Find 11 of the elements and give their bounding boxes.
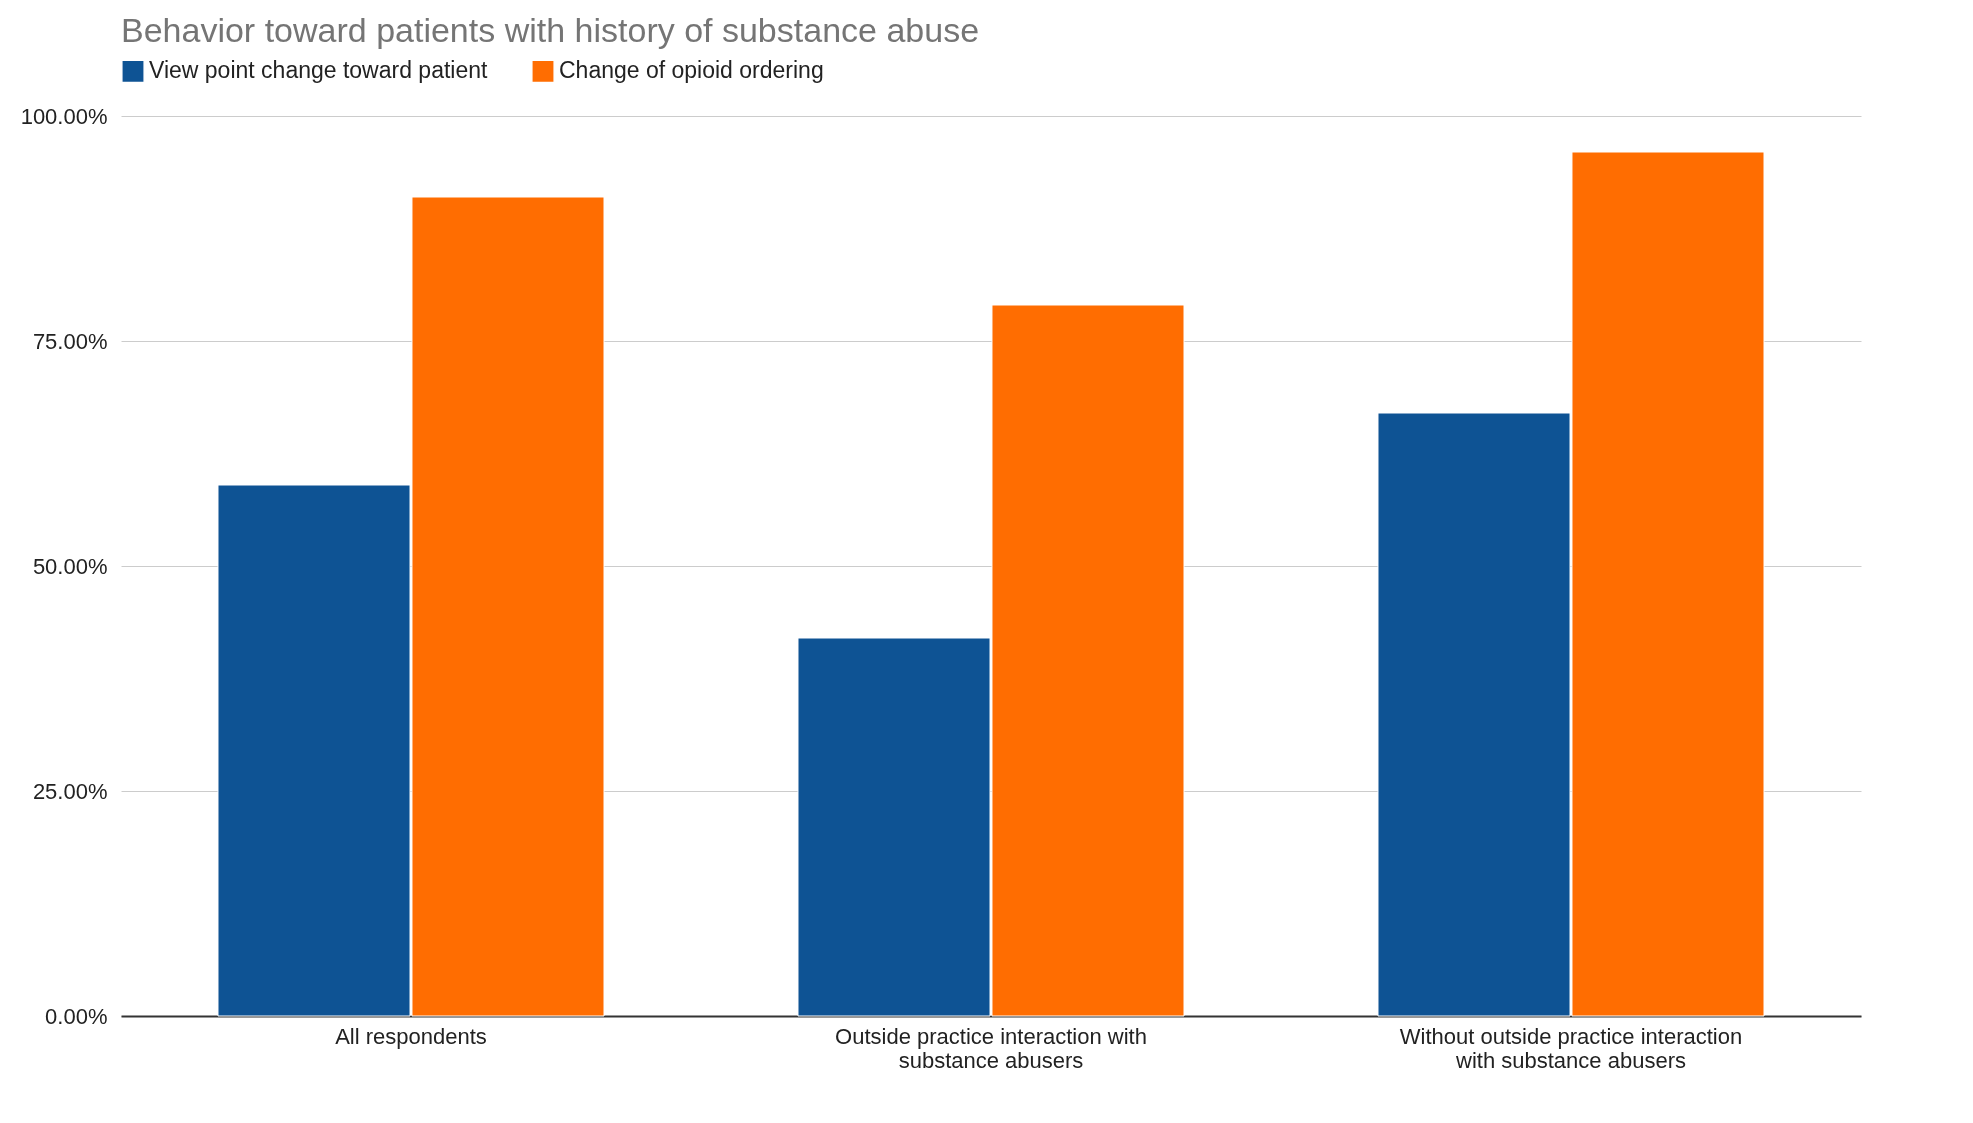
y-tick-label: 75.00% [32, 328, 108, 354]
chart-title: Behavior toward patients with history of substance abuse [121, 11, 980, 49]
x-tick-label: Without outside practice interaction with substance abusers [1399, 1023, 1743, 1073]
y-tick-label: 0.00% [45, 1003, 108, 1029]
y-tick-label: 50.00% [32, 553, 108, 579]
legend-label: Change of opioid ordering [559, 57, 824, 84]
legend-label: View point change toward patient [149, 57, 489, 84]
x-tick-label: Outside practice interaction with substance abusers [835, 1023, 1147, 1073]
x-tick-label: All respondents [335, 1023, 487, 1049]
y-tick-label: 100.00% [20, 103, 108, 129]
y-tick-label: 25.00% [32, 778, 108, 804]
